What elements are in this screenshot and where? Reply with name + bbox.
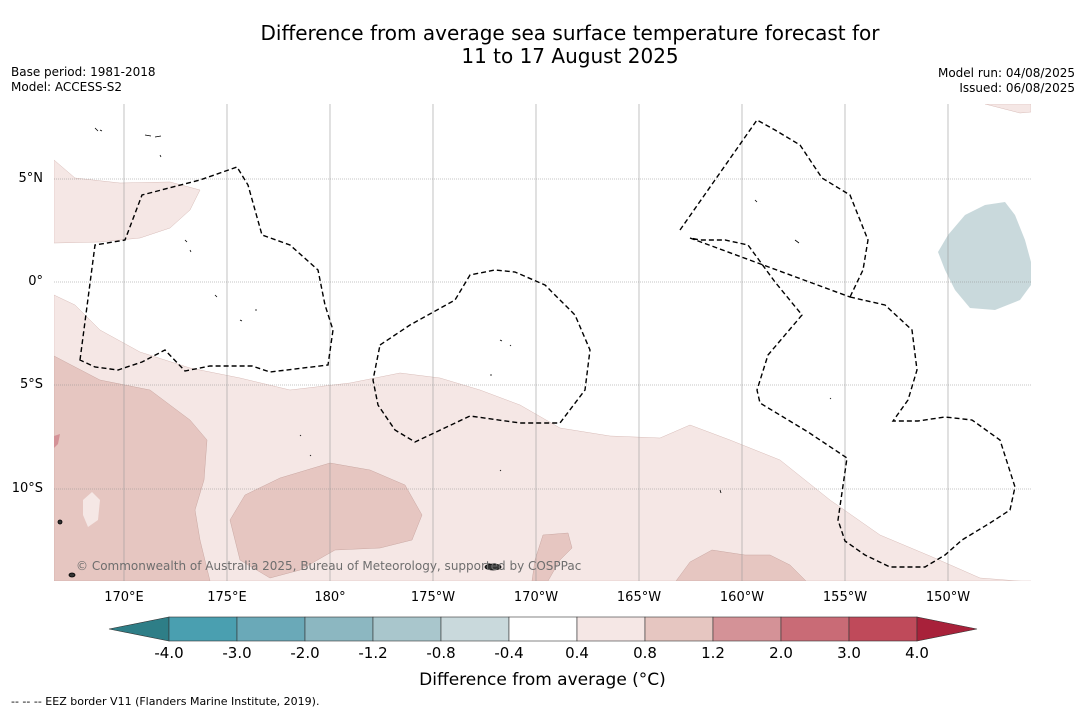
colorbar-tick: -2.0 xyxy=(290,644,320,662)
colorbar-tick: 2.0 xyxy=(769,644,793,662)
colorbar-segment xyxy=(508,616,578,642)
lon-label: 155°W xyxy=(822,590,868,605)
lon-label: 150°W xyxy=(925,590,971,605)
eez-kiribati-phoenix xyxy=(372,269,591,443)
model-name: Model: ACCESS-S2 xyxy=(11,80,123,94)
anomaly-band-ne-corner xyxy=(984,104,1031,114)
anomaly-area-0.8-1.2-southeast xyxy=(675,549,807,581)
eez-footnote: -- -- -- EEZ border V11 (Flanders Marine… xyxy=(11,695,320,708)
anomaly-area-0.8-1.2-west xyxy=(54,355,211,581)
lon-label: 170°W xyxy=(513,590,559,605)
meridians xyxy=(123,104,949,581)
eez-kiribati-line-north xyxy=(679,119,869,298)
lat-label: 0° xyxy=(28,274,43,289)
colorbar-title: Difference from average (°C) xyxy=(419,670,666,690)
islands xyxy=(57,127,832,578)
island-samoa xyxy=(484,563,502,571)
colorbar-segment xyxy=(780,616,850,642)
colorbar-high-extension xyxy=(916,616,978,642)
map-title: Difference from average sea surface temp… xyxy=(0,22,1085,68)
colorbar-segment xyxy=(644,616,714,642)
island-cluster-s xyxy=(299,397,832,494)
title-line-1: Difference from average sea surface temp… xyxy=(260,21,880,45)
colorbar-segment xyxy=(576,616,646,642)
island-phoenix xyxy=(490,339,512,376)
base-period: Base period: 1981-2018 xyxy=(11,65,156,79)
map-area xyxy=(54,104,1031,581)
colorbar-tick: -3.0 xyxy=(222,644,252,662)
island-christmas xyxy=(754,199,800,244)
colorbar-tick: -4.0 xyxy=(154,644,184,662)
anomaly-area-cool xyxy=(938,202,1031,310)
lon-label: 175°E xyxy=(207,590,247,605)
anomaly-area-0.8-1.2-south xyxy=(531,532,573,581)
anomaly-area-0.8-1.2-central xyxy=(229,462,423,579)
colorbar-low-extension xyxy=(108,616,170,642)
model-run: Model run: 04/08/2025 xyxy=(937,66,1075,80)
colorbar-segment xyxy=(304,616,374,642)
eez-kiribati-gilberts xyxy=(79,166,334,373)
colorbar-segment xyxy=(372,616,442,642)
eez-borders xyxy=(79,119,1016,568)
colorbar-segment xyxy=(236,616,306,642)
island-w xyxy=(57,519,63,525)
lon-label: 165°W xyxy=(616,590,662,605)
colorbar-segment xyxy=(440,616,510,642)
colorbar-tick: -0.8 xyxy=(426,644,456,662)
colorbar-segment xyxy=(712,616,782,642)
colorbar-tick: 3.0 xyxy=(837,644,861,662)
colorbar-segment xyxy=(168,616,238,642)
lon-label: 175°W xyxy=(410,590,456,605)
lat-label: 10°S xyxy=(11,481,43,496)
island-cluster-nw xyxy=(94,127,257,322)
lon-label: 170°E xyxy=(104,590,144,605)
model-info: Base period: 1981-2018 Model: ACCESS-S2 xyxy=(11,65,156,95)
island-sw xyxy=(68,572,76,578)
lon-label: 160°W xyxy=(719,590,765,605)
colorbar-tick: 1.2 xyxy=(701,644,725,662)
colorbar-segment xyxy=(848,616,918,642)
issued-date: Issued: 06/08/2025 xyxy=(959,81,1075,95)
graticule xyxy=(54,178,1031,490)
anomaly-spot-1.2-2.0 xyxy=(54,434,60,448)
lat-label: 5°N xyxy=(18,171,44,186)
lon-label: 180° xyxy=(314,590,346,605)
anomaly-band-north-0.4-0.8 xyxy=(54,159,201,244)
run-info: Model run: 04/08/2025 Issued: 06/08/2025 xyxy=(938,66,1075,96)
anomaly-spot-west xyxy=(83,492,100,527)
colorbar-tick: 4.0 xyxy=(905,644,929,662)
copyright-notice: © Commonwealth of Australia 2025, Bureau… xyxy=(76,559,582,573)
title-line-2: 11 to 17 August 2025 xyxy=(461,44,679,68)
colorbar-tick: -0.4 xyxy=(494,644,524,662)
eez-kiribati-line-south xyxy=(689,237,1016,568)
colorbar-tick: 0.4 xyxy=(565,644,589,662)
lat-label: 5°S xyxy=(19,377,43,392)
colorbar-tick: -1.2 xyxy=(358,644,388,662)
colorbar xyxy=(108,616,978,642)
colorbar-tick: 0.8 xyxy=(633,644,657,662)
